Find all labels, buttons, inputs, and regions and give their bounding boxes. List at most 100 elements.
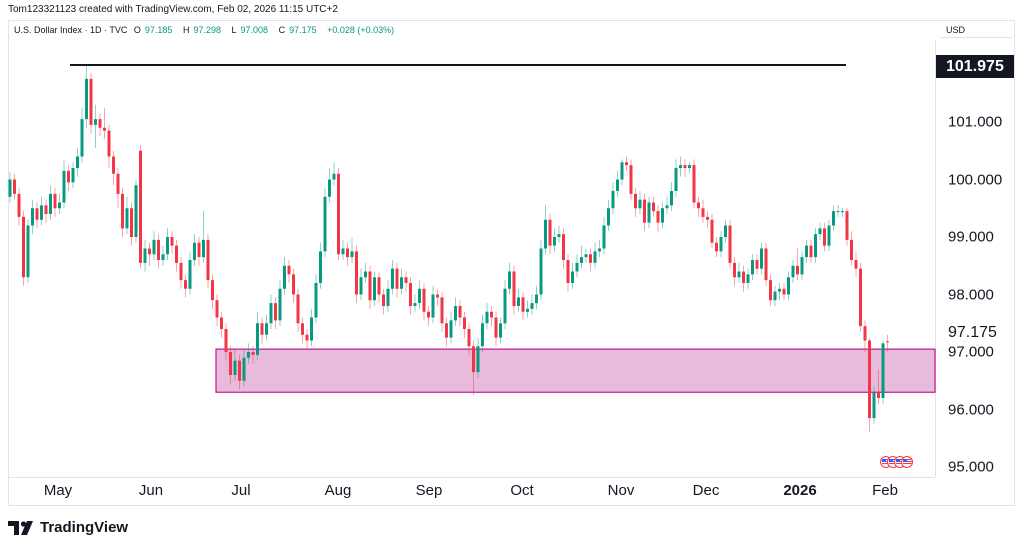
candle-down[interactable] — [368, 271, 372, 301]
candle-up[interactable] — [188, 260, 192, 289]
candle-up[interactable] — [341, 248, 345, 255]
candle-down[interactable] — [445, 323, 448, 338]
candle-up[interactable] — [85, 78, 88, 120]
candle-up[interactable] — [319, 251, 322, 283]
candle-up[interactable] — [616, 179, 619, 192]
candle-up[interactable] — [791, 265, 795, 278]
candle-down[interactable] — [634, 193, 637, 209]
candle-up[interactable] — [499, 323, 502, 338]
candle-down[interactable] — [854, 260, 858, 269]
candle-up[interactable] — [134, 185, 138, 237]
candle-down[interactable] — [148, 248, 151, 255]
candle-up[interactable] — [256, 323, 259, 355]
candle-down[interactable] — [274, 303, 277, 321]
candle-up[interactable] — [26, 225, 30, 278]
candle-down[interactable] — [782, 288, 786, 295]
candle-down[interactable] — [652, 202, 655, 212]
candle-up[interactable] — [40, 205, 43, 220]
candle-up[interactable] — [535, 294, 538, 304]
candle-down[interactable] — [287, 265, 291, 275]
candle-up[interactable] — [94, 119, 97, 125]
tradingview-logo[interactable]: TradingView — [8, 519, 128, 536]
candle-up[interactable] — [778, 288, 781, 292]
candle-up[interactable] — [328, 179, 331, 197]
candle-up[interactable] — [836, 211, 840, 213]
candle-down[interactable] — [710, 219, 714, 243]
candle-up[interactable] — [593, 251, 597, 263]
candle-up[interactable] — [814, 234, 817, 258]
candle-down[interactable] — [215, 300, 219, 318]
candle-up[interactable] — [193, 242, 196, 260]
candle-up[interactable] — [787, 277, 790, 295]
candle-down[interactable] — [868, 340, 871, 419]
candle-down[interactable] — [463, 317, 466, 330]
candle-up[interactable] — [575, 262, 579, 272]
candle-up[interactable] — [661, 208, 664, 223]
candle-down[interactable] — [458, 306, 462, 318]
candle-up[interactable] — [670, 191, 673, 206]
candle-down[interactable] — [566, 260, 570, 283]
candle-up[interactable] — [310, 317, 313, 341]
candle-up[interactable] — [359, 277, 363, 295]
candle-down[interactable] — [179, 262, 183, 281]
candle-down[interactable] — [521, 297, 525, 312]
candle-up[interactable] — [161, 254, 165, 260]
candle-up[interactable] — [202, 239, 205, 258]
candle-up[interactable] — [620, 162, 624, 180]
candle-down[interactable] — [859, 268, 862, 327]
candle-up[interactable] — [143, 248, 147, 263]
symbol-title[interactable]: U.S. Dollar Index · 1D · TVC — [14, 25, 128, 35]
candle-down[interactable] — [229, 352, 232, 375]
candle-up[interactable] — [62, 170, 66, 203]
candle-down[interactable] — [733, 262, 736, 278]
candle-down[interactable] — [728, 225, 732, 263]
candle-down[interactable] — [490, 311, 493, 318]
candle-down[interactable] — [436, 294, 439, 298]
candle-up[interactable] — [454, 306, 457, 321]
candle-up[interactable] — [800, 257, 804, 275]
candle-up[interactable] — [841, 211, 844, 213]
candle-up[interactable] — [818, 228, 822, 235]
candle-up[interactable] — [544, 219, 547, 249]
candle-down[interactable] — [440, 297, 444, 324]
candle-up[interactable] — [283, 265, 286, 289]
candle-up[interactable] — [557, 234, 561, 237]
candle-down[interactable] — [742, 271, 745, 284]
candle-down[interactable] — [422, 288, 426, 312]
candle-up[interactable] — [350, 251, 354, 258]
candle-down[interactable] — [238, 360, 241, 381]
candle-up[interactable] — [580, 257, 583, 263]
candle-up[interactable] — [71, 168, 75, 183]
candle-up[interactable] — [679, 165, 682, 168]
candle-down[interactable] — [715, 242, 718, 252]
economic-events[interactable] — [880, 456, 916, 470]
candle-down[interactable] — [296, 294, 300, 324]
candle-up[interactable] — [503, 288, 507, 324]
candle-down[interactable] — [292, 274, 295, 295]
candle-down[interactable] — [697, 202, 700, 209]
candle-up[interactable] — [400, 277, 403, 289]
candle-up[interactable] — [607, 208, 610, 226]
candle-up[interactable] — [418, 288, 421, 304]
candle-up[interactable] — [58, 202, 61, 209]
candle-up[interactable] — [247, 352, 250, 358]
candle-up[interactable] — [373, 277, 376, 301]
candle-down[interactable] — [251, 352, 255, 355]
candle-down[interactable] — [130, 208, 133, 237]
candle-up[interactable] — [481, 323, 484, 347]
candle-up[interactable] — [598, 248, 601, 252]
candle-down[interactable] — [850, 239, 853, 260]
candle-up[interactable] — [611, 191, 615, 209]
candle-down[interactable] — [755, 260, 759, 269]
candle-down[interactable] — [301, 323, 304, 335]
candle-down[interactable] — [809, 245, 813, 258]
candle-down[interactable] — [643, 199, 646, 223]
candle-down[interactable] — [472, 346, 475, 373]
candle-up[interactable] — [233, 360, 237, 375]
candle-up[interactable] — [80, 119, 84, 157]
candle-down[interactable] — [467, 329, 471, 347]
candle-up[interactable] — [364, 271, 367, 278]
candle-down[interactable] — [845, 211, 849, 240]
candle-down[interactable] — [220, 317, 223, 330]
